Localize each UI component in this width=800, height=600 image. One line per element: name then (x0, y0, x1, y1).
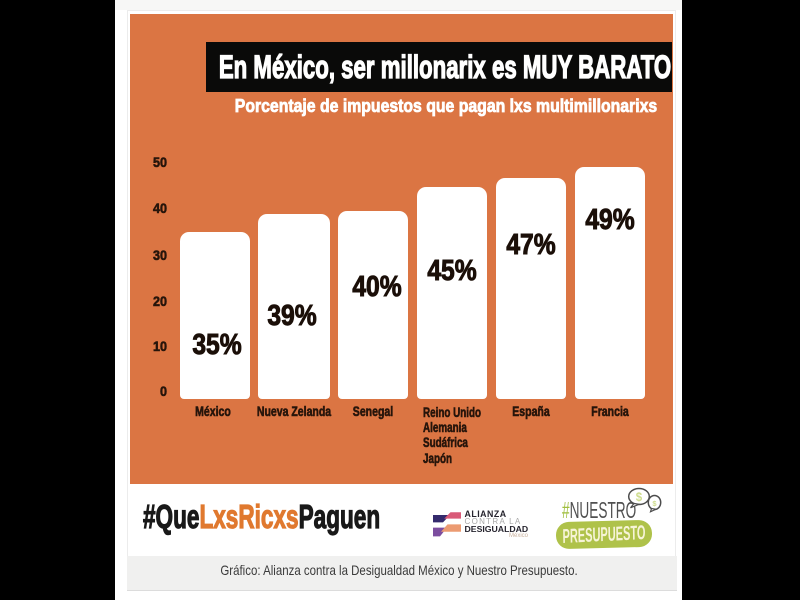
svg-text:$: $ (636, 492, 643, 504)
svg-text:$: $ (652, 499, 657, 508)
